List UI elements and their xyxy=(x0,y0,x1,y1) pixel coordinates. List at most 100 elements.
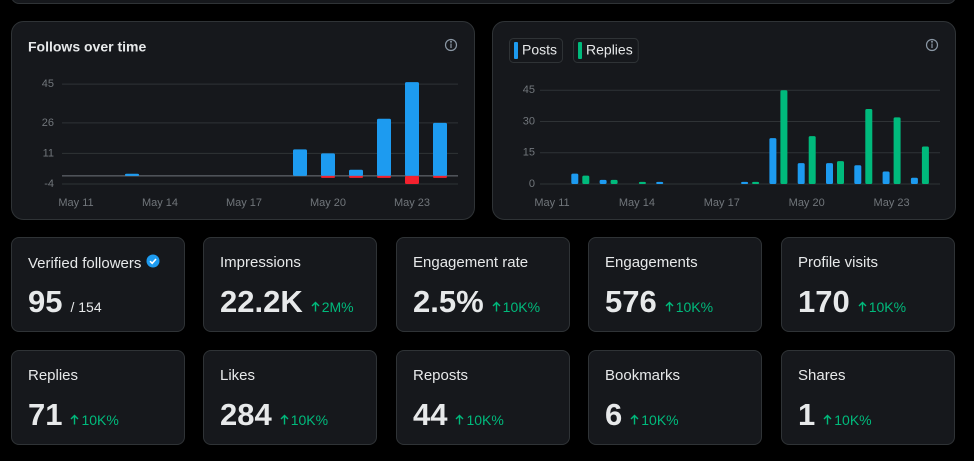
stat-row: 95 / 154 xyxy=(28,284,102,320)
stat-label-row: Engagements xyxy=(605,254,698,271)
x-tick-label: May 17 xyxy=(226,197,262,209)
stat-row: 44 10K% xyxy=(413,397,504,433)
stat-card[interactable]: Engagements 576 10K% xyxy=(588,237,762,332)
stat-card[interactable]: Bookmarks 6 10K% xyxy=(588,350,762,445)
x-tick-label: May 23 xyxy=(874,197,910,209)
y-tick-label: 0 xyxy=(529,178,535,190)
stat-label: Replies xyxy=(28,367,79,384)
bar xyxy=(125,173,139,176)
stat-change-text: 10K% xyxy=(868,299,907,315)
stat-label: Profile visits xyxy=(798,254,879,271)
stat-change-text: 10K% xyxy=(675,299,714,315)
stat-change: 10K% xyxy=(823,412,872,428)
stat-value: 284 xyxy=(220,397,272,432)
stat-label: Verified followers xyxy=(28,254,142,272)
bar xyxy=(837,161,844,184)
x-tick-label: May 11 xyxy=(534,197,569,209)
stat-card[interactable]: Replies 71 10K% xyxy=(11,350,185,445)
stat-value: 95 xyxy=(28,284,63,319)
bar xyxy=(321,175,335,178)
y-tick-label: 11 xyxy=(43,147,54,159)
stat-change: 10K% xyxy=(630,412,679,428)
up-arrow xyxy=(858,299,869,315)
bar xyxy=(854,165,862,184)
stat-label-row: Likes xyxy=(220,367,255,384)
stat-change-text: 10K% xyxy=(834,412,872,428)
stat-row: 284 10K% xyxy=(220,397,328,433)
stat-change-text: 10K% xyxy=(641,412,679,428)
bar xyxy=(910,177,918,184)
stat-change: 10K% xyxy=(492,299,540,315)
bar xyxy=(882,171,890,184)
stat-label-row: Replies xyxy=(28,367,78,384)
stat-value: 1 xyxy=(798,397,816,432)
bar xyxy=(741,181,749,184)
x-tick-label: May 23 xyxy=(394,197,430,209)
up-arrow xyxy=(665,299,676,315)
stat-card[interactable]: Likes 284 10K% xyxy=(203,350,377,445)
stat-label-row: Shares xyxy=(798,367,846,384)
stat-label: Engagement rate xyxy=(413,254,529,271)
y-tick-label: 45 xyxy=(42,78,54,90)
stat-change: 10K% xyxy=(858,299,906,315)
legend-box xyxy=(509,38,564,63)
stat-label: Likes xyxy=(220,367,256,384)
legend-label: Posts xyxy=(522,42,557,58)
x-tick-label: May 14 xyxy=(142,197,178,209)
bar xyxy=(599,179,607,184)
x-tick-label: May 11 xyxy=(58,197,93,209)
stat-value: 6 xyxy=(605,397,623,432)
up-arrow xyxy=(70,412,81,428)
verified-badge xyxy=(146,254,160,272)
stat-change: 10K% xyxy=(280,412,328,428)
stat-card[interactable]: Engagement rate 2.5% 10K% xyxy=(396,237,570,332)
x-tick-label: May 20 xyxy=(310,197,346,209)
chart-title: Follows over time xyxy=(28,39,146,55)
stat-card[interactable]: Profile visits 170 10K% xyxy=(781,237,955,332)
info-icon[interactable] xyxy=(444,38,458,52)
legend-item[interactable]: Replies xyxy=(573,38,639,63)
stat-row: 22.2K 2M% xyxy=(220,284,354,320)
bar xyxy=(780,90,788,184)
stat-card[interactable]: Verified followers 95 / 154 xyxy=(11,237,185,332)
stat-total: / 154 xyxy=(70,299,102,315)
charts: Follows over time -4 11 26 45 May 11 May 14 Ma… xyxy=(11,21,956,220)
stat-value: 2.5% xyxy=(413,284,484,319)
stat-card[interactable]: Impressions 22.2K 2M% xyxy=(203,237,377,332)
info-icon[interactable] xyxy=(925,38,939,52)
stat-change-text: 10K% xyxy=(81,412,119,428)
stat-card[interactable]: Shares 1 10K% xyxy=(781,350,955,445)
stat-label: Shares xyxy=(798,367,846,384)
y-tick-label: 30 xyxy=(523,115,535,127)
bar xyxy=(571,173,579,184)
up-arrow xyxy=(280,412,291,428)
stat-label-row: Impressions xyxy=(220,254,301,271)
bar xyxy=(865,109,873,184)
stat-value: 71 xyxy=(28,397,63,432)
bar xyxy=(349,175,363,178)
bar xyxy=(321,153,335,176)
legend-item[interactable]: Posts xyxy=(509,38,564,63)
stat-label: Bookmarks xyxy=(605,367,681,384)
chart-panel xyxy=(492,21,956,220)
stat-change: 10K% xyxy=(455,412,504,428)
legend-swatch xyxy=(578,42,583,59)
stat-row: 71 10K% xyxy=(28,397,119,433)
bar xyxy=(433,122,447,176)
y-tick-label: -4 xyxy=(44,178,54,190)
stat-label-row: Profile visits xyxy=(798,254,878,271)
bar xyxy=(921,146,929,184)
bar xyxy=(797,163,805,184)
bar xyxy=(656,181,664,184)
legend-swatch xyxy=(514,42,518,59)
stat-change: 2M% xyxy=(311,299,354,315)
stat-change: 10K% xyxy=(665,299,713,315)
bar xyxy=(808,136,816,184)
up-arrow xyxy=(455,412,466,428)
stat-card[interactable]: Reposts 44 10K% xyxy=(396,350,570,445)
bar xyxy=(610,179,618,184)
stat-change-text: 2M% xyxy=(321,299,354,315)
bar xyxy=(752,181,760,184)
bar xyxy=(405,82,419,176)
